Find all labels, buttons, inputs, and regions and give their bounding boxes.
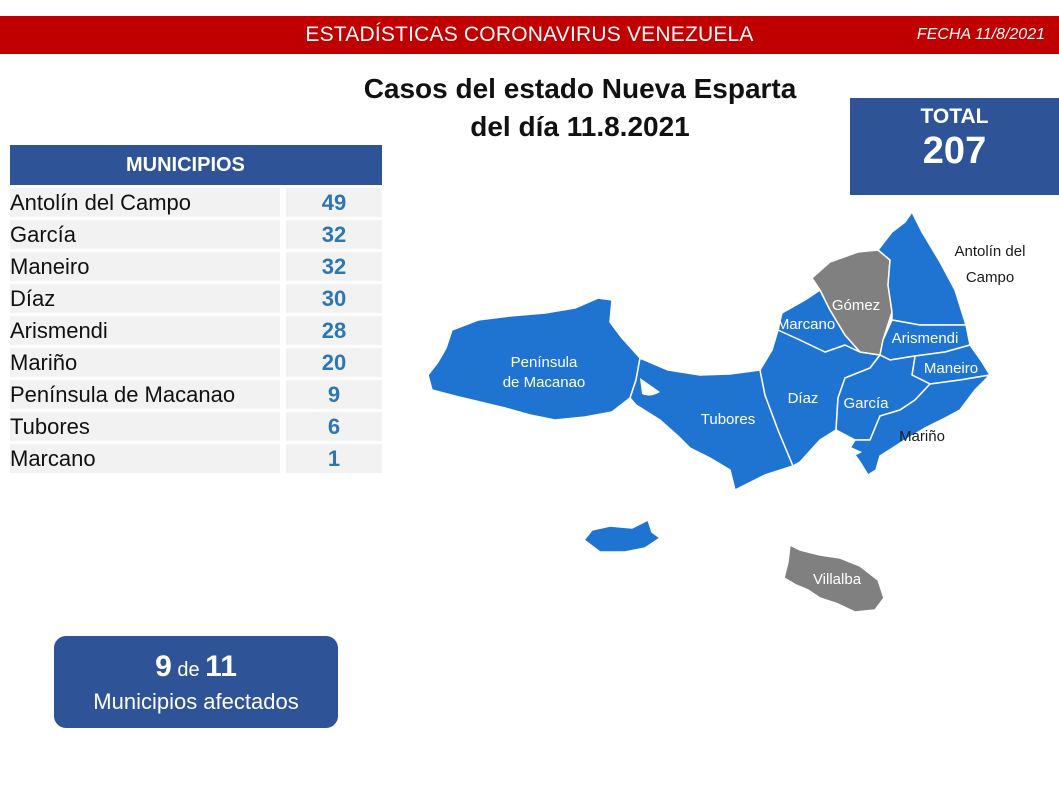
page-title: Casos del estado Nueva Esparta del día 1… — [300, 70, 860, 146]
lagoon-bay — [833, 438, 862, 456]
label-arismendi: Arismendi — [892, 330, 959, 347]
table-row: Península de Macanao 9 — [10, 380, 382, 409]
region-villalba — [783, 544, 885, 613]
region-coche — [583, 519, 661, 553]
table-row: Arismendi 28 — [10, 316, 382, 345]
header-title: ESTADÍSTICAS CORONAVIRUS VENEZUELA — [305, 23, 754, 46]
row-name: Mariño — [10, 348, 280, 377]
row-name: Arismendi — [10, 316, 280, 345]
label-marcano: Marcano — [777, 316, 835, 333]
affected-municipalities-box: 9 de 11 Municipios afectados — [54, 636, 338, 728]
affected-of: de — [177, 659, 200, 681]
affected-label: Municipios afectados — [93, 689, 299, 714]
row-name: García — [10, 220, 280, 249]
row-name: Marcano — [10, 444, 280, 473]
row-value: 30 — [286, 284, 382, 313]
table-row: Tubores 6 — [10, 412, 382, 441]
total-box: TOTAL 207 — [850, 98, 1059, 195]
label-macanao-2: de Macanao — [503, 374, 586, 391]
row-name: Díaz — [10, 284, 280, 313]
row-name: Maneiro — [10, 252, 280, 281]
affected-total: 11 — [205, 650, 237, 683]
label-macanao-1: Península — [511, 354, 578, 371]
row-value: 32 — [286, 252, 382, 281]
label-antolin-2: Campo — [966, 269, 1014, 286]
total-label: TOTAL — [920, 105, 989, 128]
row-value: 1 — [286, 444, 382, 473]
table-header: MUNICIPIOS — [10, 145, 382, 185]
row-value: 9 — [286, 380, 382, 409]
table-row: Mariño 20 — [10, 348, 382, 377]
row-value: 32 — [286, 220, 382, 249]
label-marino: Mariño — [899, 428, 945, 445]
label-villalba: Villalba — [813, 571, 862, 588]
lagoon-restinga — [640, 378, 660, 396]
affected-count: 9 — [155, 650, 172, 683]
municipios-table: MUNICIPIOS Antolín del Campo 49 García 32 … — [10, 145, 382, 473]
table-row: Díaz 30 — [10, 284, 382, 313]
row-value: 6 — [286, 412, 382, 441]
region-antolin — [877, 211, 967, 326]
label-garcia: García — [843, 395, 889, 412]
row-value: 20 — [286, 348, 382, 377]
label-tubores: Tubores — [701, 411, 755, 428]
region-macanao — [427, 297, 641, 421]
page-title-line2: del día 11.8.2021 — [470, 111, 690, 142]
table-row: Maneiro 32 — [10, 252, 382, 281]
table-row: Marcano 1 — [10, 444, 382, 473]
region-tubores — [629, 357, 794, 491]
label-diaz: Díaz — [788, 390, 819, 407]
row-value: 28 — [286, 316, 382, 345]
region-gomez — [811, 249, 893, 356]
region-marino — [849, 374, 991, 476]
label-gomez: Gómez — [832, 297, 880, 314]
table-row: García 32 — [10, 220, 382, 249]
total-value: 207 — [922, 130, 987, 172]
row-value: 49 — [286, 188, 382, 217]
header-bar: ESTADÍSTICAS CORONAVIRUS VENEZUELA FECHA… — [0, 16, 1059, 54]
row-name: Antolín del Campo — [10, 188, 280, 217]
label-maneiro: Maneiro — [924, 360, 978, 377]
affected-count-line: 9 de 11 — [54, 650, 338, 687]
label-antolin-1: Antolín del — [955, 243, 1026, 260]
header-date: FECHA 11/8/2021 — [916, 26, 1045, 43]
row-name: Tubores — [10, 412, 280, 441]
row-name: Península de Macanao — [10, 380, 280, 409]
table-row: Antolín del Campo 49 — [10, 188, 382, 217]
page-title-line1: Casos del estado Nueva Esparta — [363, 73, 797, 104]
